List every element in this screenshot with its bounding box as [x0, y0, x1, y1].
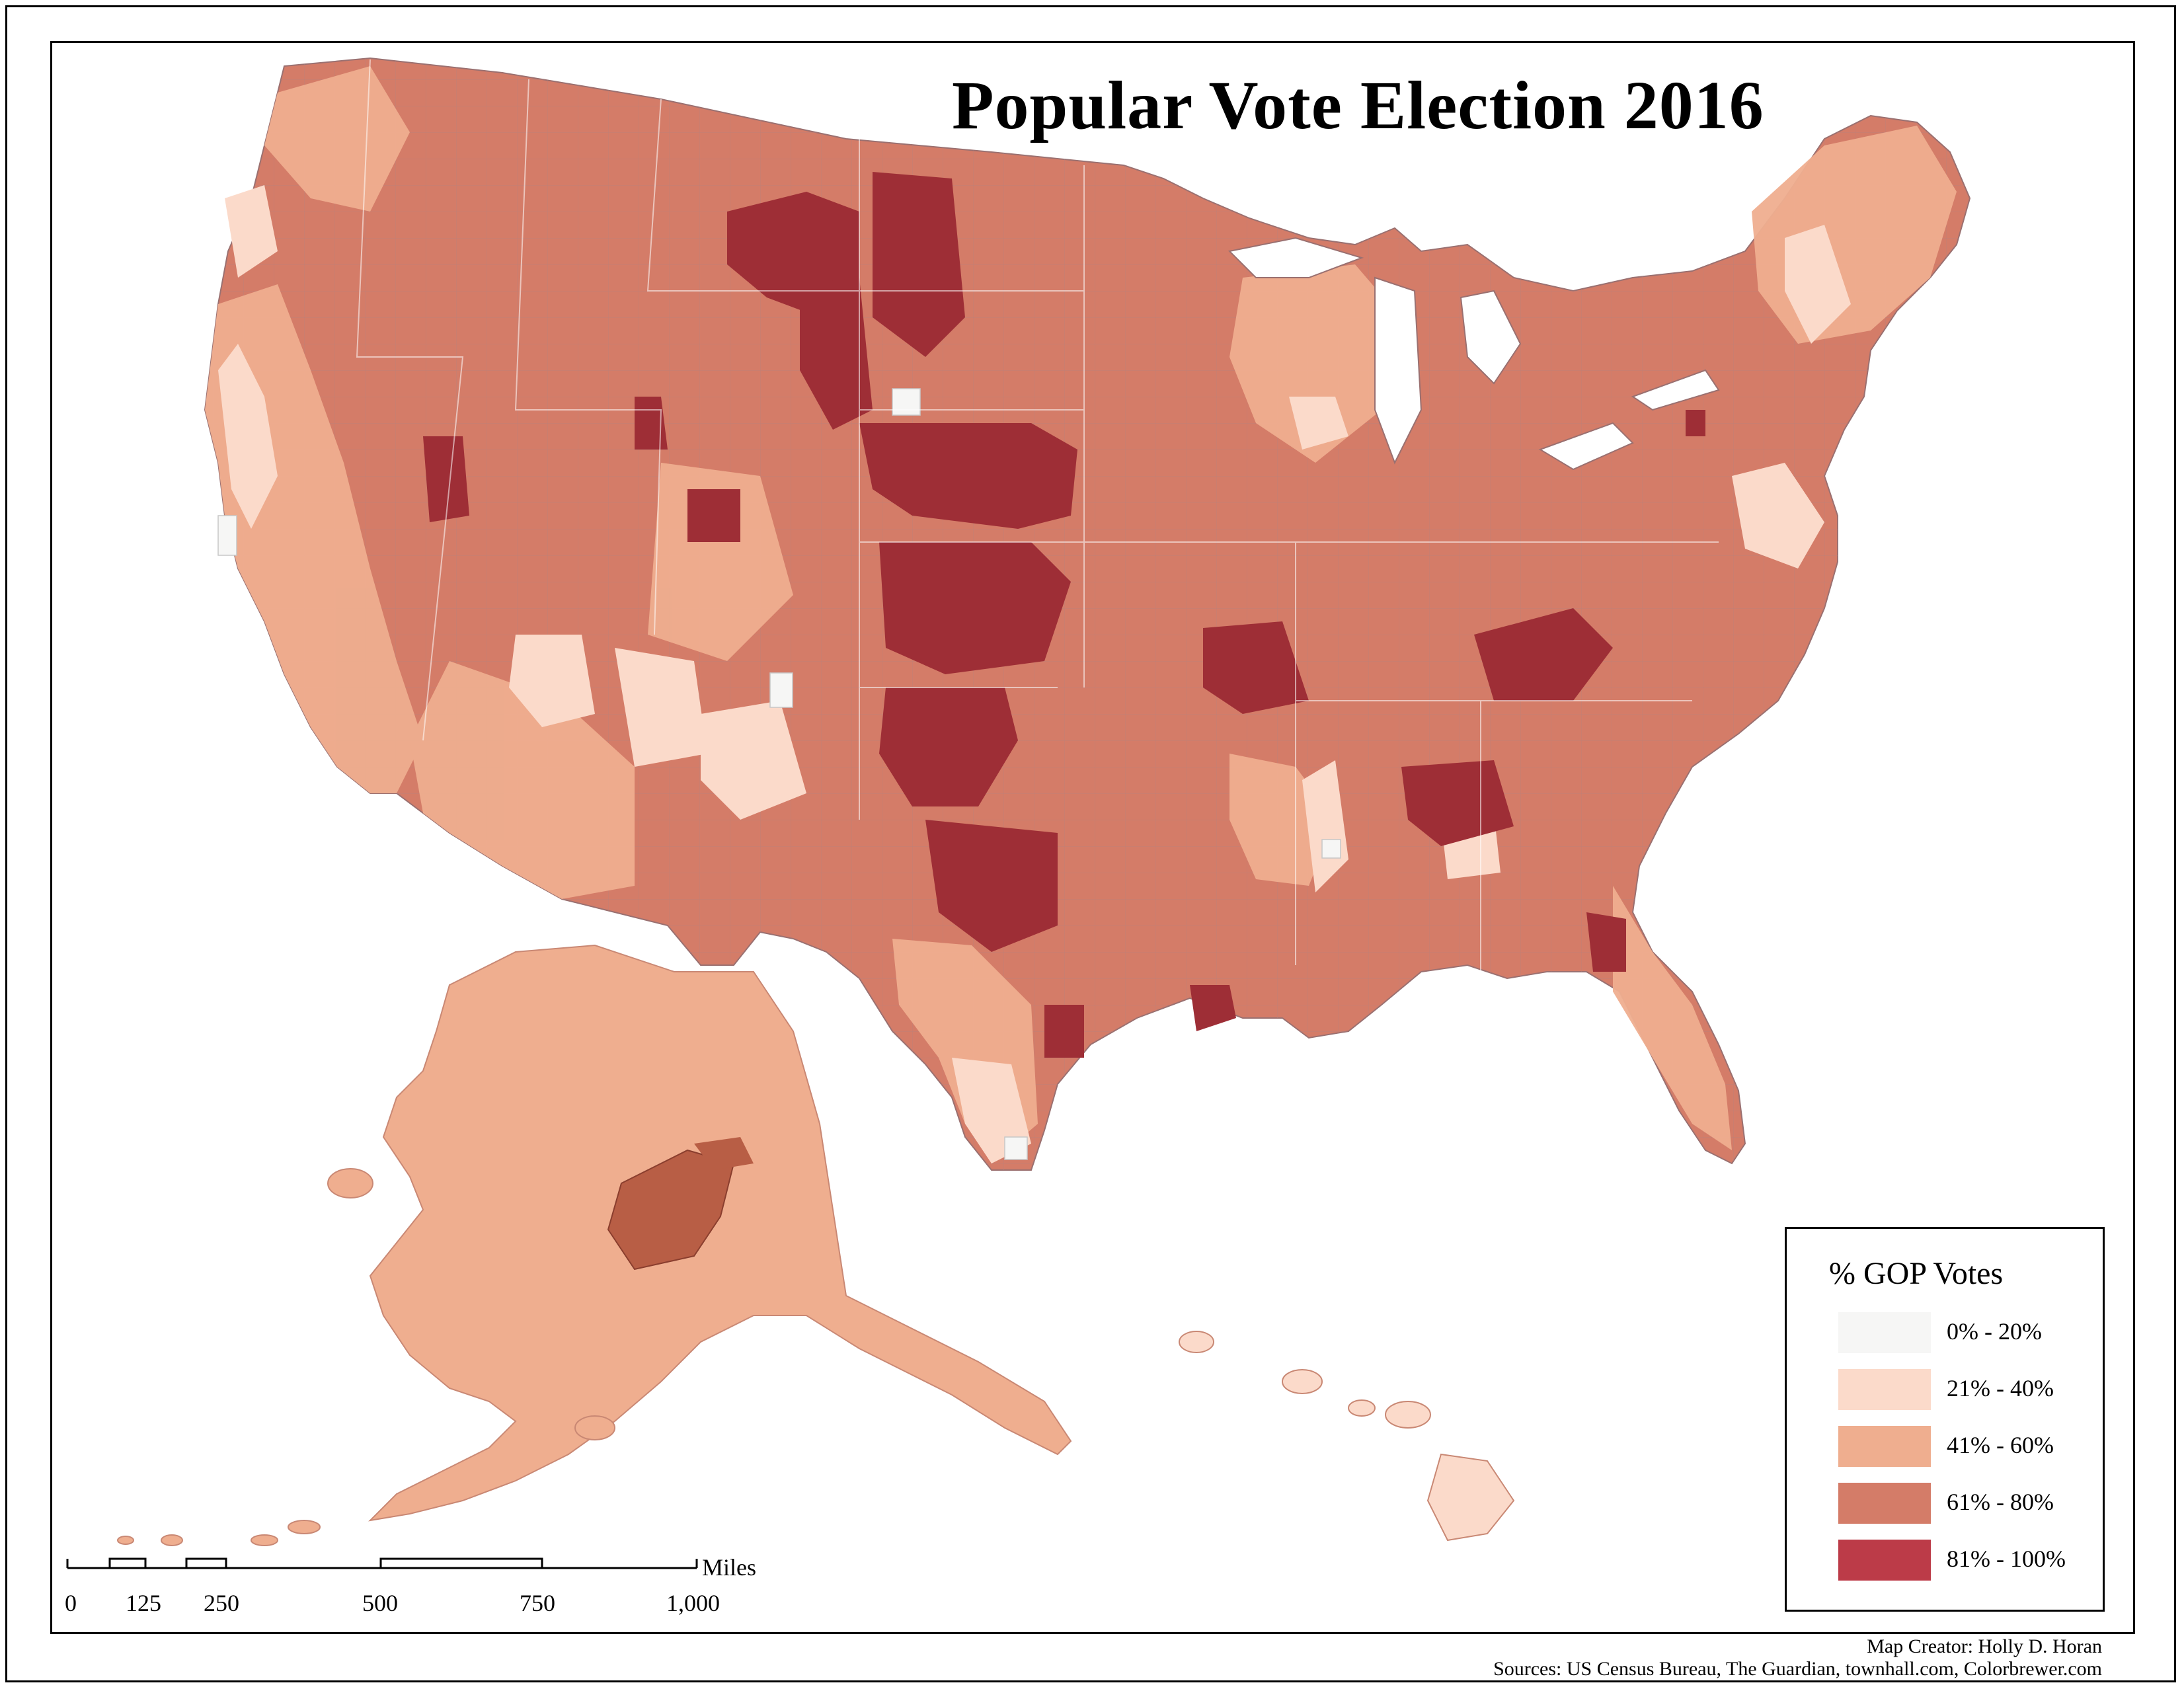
alaska-shape	[368, 944, 1072, 1522]
counties-0-20	[217, 388, 1341, 1160]
legend-item-81-100: 81% - 100%	[1838, 1540, 2103, 1586]
legend-item-21-40: 21% - 40%	[1838, 1369, 2103, 1415]
scale-bar	[66, 1557, 698, 1569]
legend-title: % GOP Votes	[1829, 1256, 2004, 1291]
map-sources: Sources: US Census Bureau, The Guardian,…	[1493, 1658, 2102, 1680]
legend-swatch	[1838, 1312, 1931, 1353]
legend-label: 41% - 60%	[1947, 1432, 2054, 1458]
scale-tick-125: 125	[126, 1590, 161, 1616]
alaska-dark-borough-2	[694, 1137, 754, 1170]
hawaii-shape	[1179, 1331, 1515, 1542]
scale-tick-0: 0	[65, 1590, 77, 1616]
counties-81-100	[423, 172, 1705, 1058]
counties-41-60	[205, 66, 1957, 1163]
alaska-islands	[117, 1168, 615, 1546]
outer-frame	[5, 5, 2176, 1682]
legend: % GOP Votes 0% - 20% 21% - 40% 41% - 60%…	[1785, 1227, 2105, 1612]
legend-label: 0% - 20%	[1947, 1318, 2042, 1345]
legend-item-41-60: 41% - 60%	[1838, 1426, 2103, 1472]
map-creator: Map Creator: Holly D. Horan	[1867, 1635, 2102, 1657]
legend-swatch	[1838, 1540, 1931, 1581]
great-lakes	[1228, 237, 1720, 471]
map-title: Popular Vote Election 2016	[952, 67, 1764, 143]
scale-tick-1000: 1,000	[666, 1590, 720, 1616]
state-boundaries	[356, 59, 1719, 972]
alaska-dark-borough	[607, 1149, 735, 1271]
legend-swatch	[1838, 1369, 1931, 1410]
legend-item-0-20: 0% - 20%	[1838, 1312, 2103, 1358]
legend-item-61-80: 61% - 80%	[1838, 1483, 2103, 1529]
legend-swatch	[1838, 1426, 1931, 1467]
legend-swatch	[1838, 1483, 1931, 1524]
legend-label: 21% - 40%	[1947, 1375, 2054, 1401]
scale-tick-750: 750	[520, 1590, 555, 1616]
scale-unit: Miles	[702, 1554, 757, 1581]
counties-21-40	[218, 185, 1851, 1163]
legend-label: 61% - 80%	[1947, 1489, 2054, 1515]
county-boundaries	[205, 58, 1970, 1170]
legend-label: 81% - 100%	[1947, 1546, 2066, 1572]
scale-tick-500: 500	[362, 1590, 398, 1616]
scale-tick-250: 250	[204, 1590, 239, 1616]
